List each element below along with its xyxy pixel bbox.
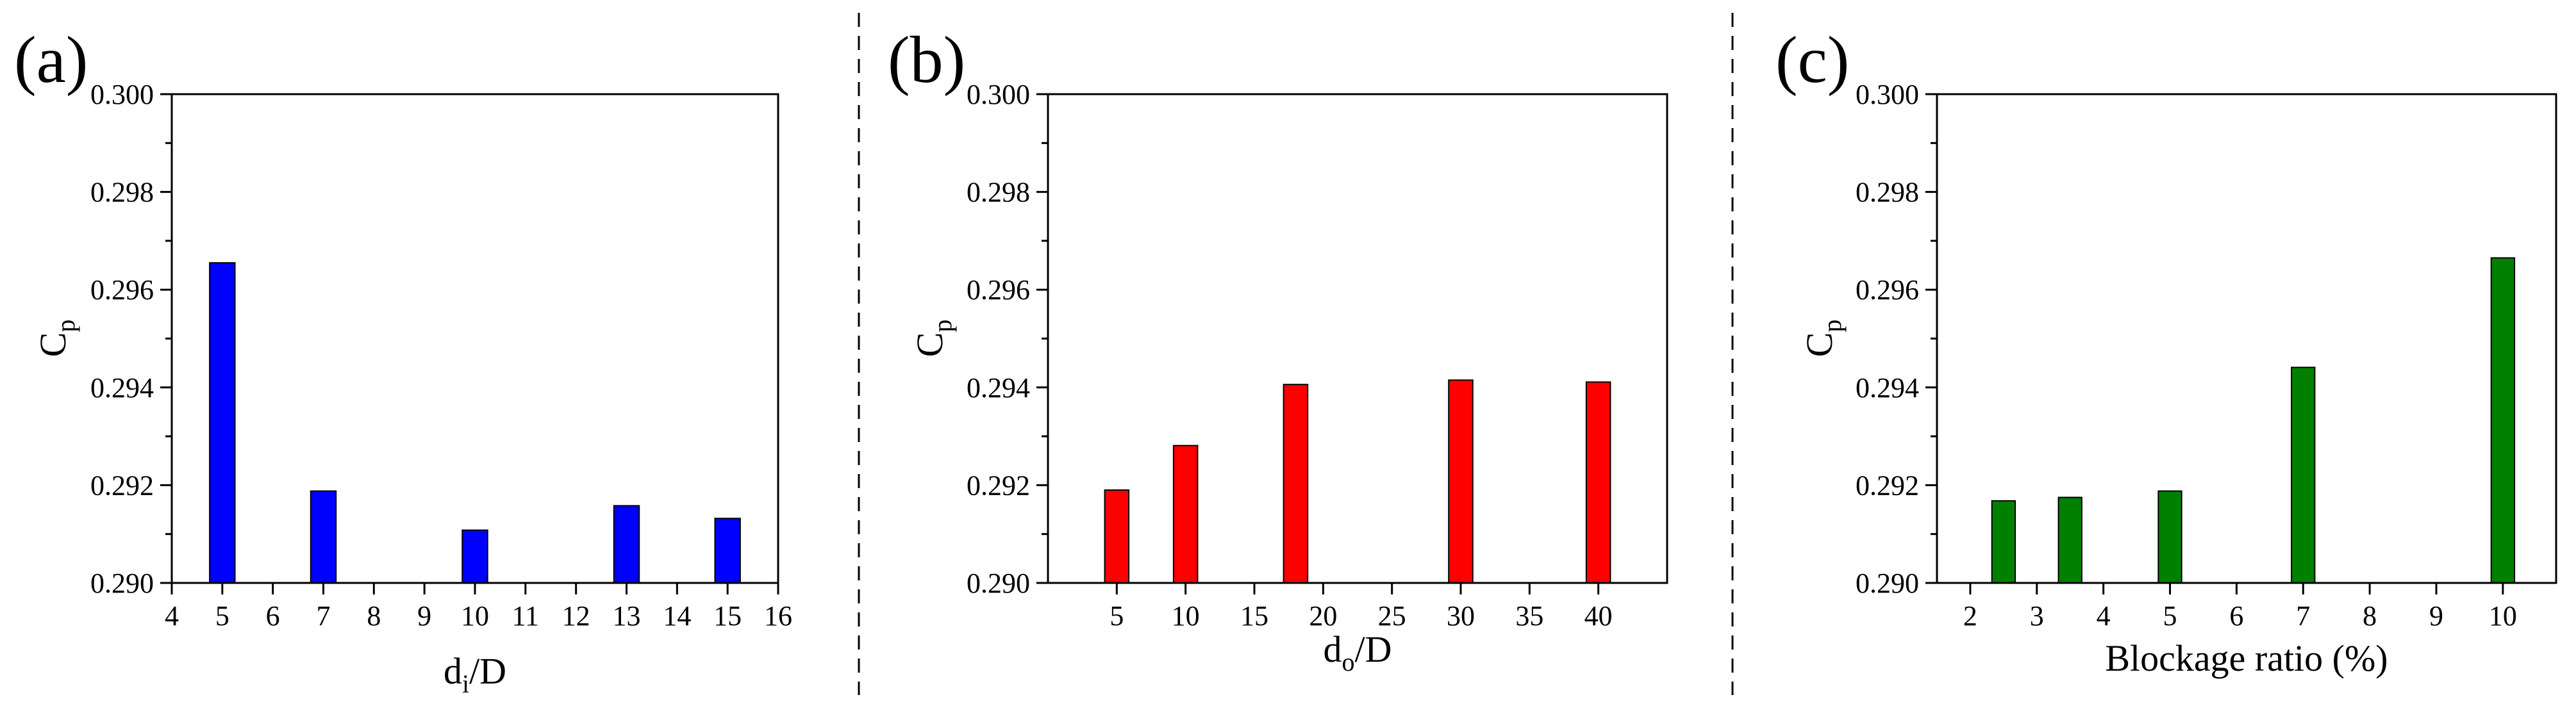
panel-c-bar-0 bbox=[1991, 500, 2016, 584]
panel-a-x-axis-title: di/D bbox=[444, 650, 506, 698]
panel-b-x-tick-label-4: 25 bbox=[1378, 600, 1406, 632]
panel-a-x-tick-label-0: 4 bbox=[165, 600, 179, 632]
panel-b-bar-3 bbox=[1448, 379, 1474, 584]
panel-a-x-tick-label-6: 10 bbox=[461, 600, 489, 632]
panel-c-x-tick-label-8: 10 bbox=[2489, 600, 2517, 632]
panel-c-y-tick-label-0: 0.290 bbox=[1856, 568, 1919, 599]
panel-a-x-tick-label-1: 5 bbox=[215, 600, 229, 632]
panel-c-y-axis-title: Cp bbox=[1799, 320, 1847, 357]
panel-b-bar-1 bbox=[1172, 445, 1199, 584]
panel-b-x-tick-label-5: 30 bbox=[1447, 600, 1475, 632]
panel-b-x-tick-label-6: 35 bbox=[1515, 600, 1543, 632]
panel-b-y-tick-label-0: 0.290 bbox=[967, 568, 1030, 599]
panel-b-bar-2 bbox=[1283, 384, 1309, 584]
panel-a-plot-frame bbox=[170, 93, 779, 584]
panel-a-bars bbox=[209, 262, 741, 584]
panel-b-plot-frame bbox=[1047, 93, 1668, 584]
panel-a-x-tick-label-4: 8 bbox=[367, 600, 381, 632]
panel-a-x-tick-label-11: 15 bbox=[713, 600, 742, 632]
panel-a-y-axis-title: Cp bbox=[32, 320, 80, 357]
panel-c-x-tick-label-3: 5 bbox=[2163, 600, 2177, 632]
panel-c-x-tick-label-1: 3 bbox=[2030, 600, 2044, 632]
panel-a-y-tick-label-3: 0.296 bbox=[90, 274, 154, 306]
panel-a-x-tick-label-10: 14 bbox=[663, 600, 691, 632]
panel-c-bar-4 bbox=[2490, 257, 2516, 584]
panel-b-y-axis-title: Cp bbox=[909, 320, 957, 357]
panel-c: (c) 0.290 0.292 0.294 0.296 0.298 0.300 2 3 4 5 6 7… bbox=[1775, 23, 2557, 679]
panel-b-bars bbox=[1104, 379, 1611, 584]
panel-b-label: (b) bbox=[888, 23, 965, 97]
panel-a-x-tick-label-12: 16 bbox=[764, 600, 792, 632]
panel-a-x-tick-label-7: 11 bbox=[512, 600, 539, 632]
panel-b-x-axis-title: do/D bbox=[1324, 628, 1392, 676]
panel-c-plot-frame bbox=[1936, 93, 2557, 584]
panel-b-x-tick-label-0: 5 bbox=[1109, 600, 1124, 632]
panel-a-bar-0 bbox=[209, 262, 236, 584]
panel-a-y-tick-label-0: 0.290 bbox=[90, 568, 154, 599]
panel-c-y-tick-label-1: 0.292 bbox=[1856, 470, 1919, 501]
panel-c-bar-1 bbox=[2057, 496, 2082, 584]
panel-a-x-tick-label-5: 9 bbox=[417, 600, 431, 632]
panel-c-bar-3 bbox=[2291, 366, 2316, 584]
panel-c-x-tick-label-7: 9 bbox=[2429, 600, 2443, 632]
panel-c-x-tick-label-6: 8 bbox=[2363, 600, 2377, 632]
panel-c-x-tick-label-4: 6 bbox=[2229, 600, 2243, 632]
panel-c-x-tick-label-5: 7 bbox=[2296, 600, 2310, 632]
panel-b-y-tick-label-5: 0.300 bbox=[967, 79, 1030, 110]
panel-a-x-tick-label-2: 6 bbox=[266, 600, 280, 632]
panel-a-y-tick-label-2: 0.294 bbox=[90, 372, 154, 404]
panel-a-y-tick-label-4: 0.298 bbox=[90, 177, 154, 208]
panel-b-bar-4 bbox=[1585, 381, 1611, 584]
panel-b-x-tick-label-7: 40 bbox=[1584, 600, 1613, 632]
panel-c-y-tick-label-5: 0.300 bbox=[1856, 79, 1919, 110]
panel-b-x-tick-label-2: 15 bbox=[1240, 600, 1268, 632]
panel-b-bar-0 bbox=[1104, 489, 1130, 584]
panel-c-bars bbox=[1991, 257, 2516, 584]
panel-a-x-tick-label-8: 12 bbox=[562, 600, 590, 632]
panel-b-x-tick-label-1: 10 bbox=[1172, 600, 1200, 632]
panel-a-x-tick-label-3: 7 bbox=[317, 600, 331, 632]
panel-c-x-tick-label-0: 2 bbox=[1963, 600, 1977, 632]
panel-c-ticks: 0.290 0.292 0.294 0.296 0.298 0.300 2 3 4 5 6 7 8 9 10 bbox=[1856, 79, 2517, 632]
panel-c-x-tick-label-2: 4 bbox=[2097, 600, 2111, 632]
panel-c-y-tick-label-2: 0.294 bbox=[1856, 372, 1919, 404]
panel-b-x-tick-label-3: 20 bbox=[1309, 600, 1337, 632]
panel-a-label: (a) bbox=[14, 23, 88, 97]
panel-a-x-tick-label-9: 13 bbox=[613, 600, 641, 632]
panel-a-ticks: 0.290 0.292 0.294 0.296 0.298 0.300 4 5 6 7 8 9 10 11… bbox=[90, 79, 792, 632]
panel-b-y-tick-label-3: 0.296 bbox=[967, 274, 1030, 306]
panel-b-y-tick-label-4: 0.298 bbox=[967, 177, 1030, 208]
panel-a-bar-4 bbox=[714, 518, 741, 584]
panel-a-y-tick-label-1: 0.292 bbox=[90, 470, 154, 501]
panel-b-y-tick-label-2: 0.294 bbox=[967, 372, 1030, 404]
panel-c-bar-2 bbox=[2157, 490, 2182, 584]
panel-c-x-axis-title: Blockage ratio (%) bbox=[2105, 637, 2388, 679]
panel-a-bar-3 bbox=[613, 505, 640, 584]
panel-b: (b) 0.290 0.292 0.294 0.296 0.298 0.300 5 10 15 2… bbox=[888, 23, 1668, 676]
panel-c-y-tick-label-4: 0.298 bbox=[1856, 177, 1919, 208]
panel-a: (a) 0.290 0.292 0.294 0.296 0.298 0.300 4 5 6 7 8 9… bbox=[14, 23, 792, 698]
panel-c-y-tick-label-3: 0.296 bbox=[1856, 274, 1919, 306]
panel-a-bar-2 bbox=[461, 529, 488, 584]
panel-b-y-tick-label-1: 0.292 bbox=[967, 470, 1030, 501]
panel-b-ticks: 0.290 0.292 0.294 0.296 0.298 0.300 5 10 15 20 25 3… bbox=[967, 79, 1613, 632]
panel-a-y-tick-label-5: 0.300 bbox=[90, 79, 154, 110]
panel-c-label: (c) bbox=[1775, 23, 1849, 97]
panel-a-bar-1 bbox=[310, 490, 337, 584]
